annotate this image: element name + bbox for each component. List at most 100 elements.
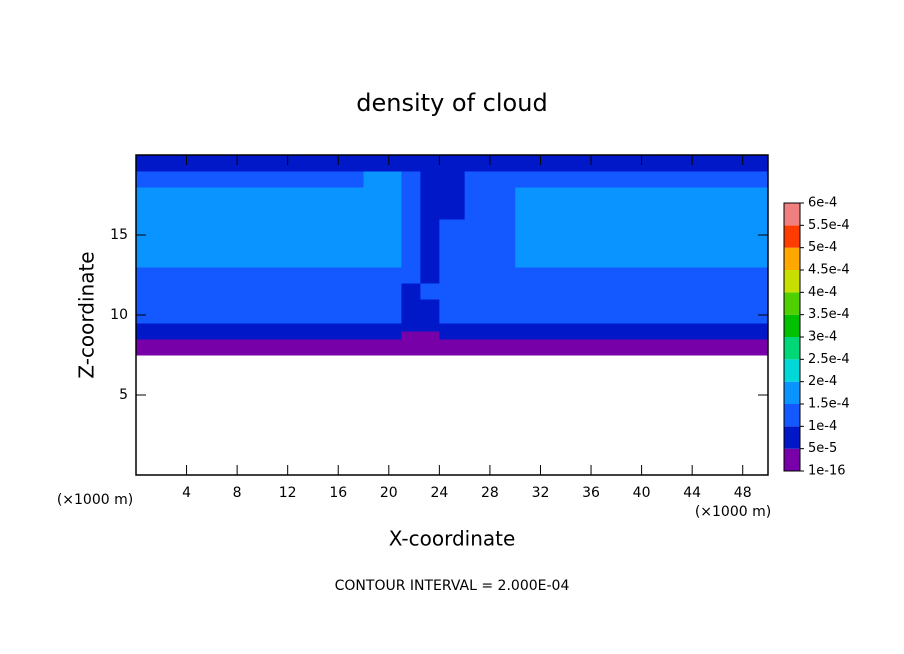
contour-cell xyxy=(704,251,769,268)
colorbar-label: 4.5e-4 xyxy=(808,263,850,278)
contour-cell xyxy=(262,315,327,324)
contour-cell xyxy=(363,155,402,172)
x-tick-label: 36 xyxy=(582,485,600,501)
contour-cell xyxy=(325,339,365,356)
contour-cell xyxy=(325,283,365,300)
contour-cell xyxy=(641,187,706,220)
contour-cell xyxy=(420,251,440,268)
contour-cell xyxy=(262,339,327,356)
colorbar-band xyxy=(784,247,800,270)
colorbar-band xyxy=(784,270,800,293)
contour-cell xyxy=(641,219,706,252)
x-tick-label: 44 xyxy=(683,485,701,501)
y-tick-label: 5 xyxy=(119,387,128,403)
contour-cell xyxy=(420,267,440,284)
colorbar-label: 1e-4 xyxy=(808,419,837,434)
contour-cell xyxy=(515,315,579,324)
contour-cell xyxy=(704,323,769,332)
contour-cell xyxy=(136,251,200,268)
contour-cell xyxy=(136,155,200,172)
contour-cell xyxy=(401,315,421,324)
contour-cell xyxy=(704,315,769,324)
contour-cell xyxy=(325,315,365,324)
contour-cell xyxy=(401,283,421,300)
contour-cell xyxy=(420,315,440,324)
contour-cell xyxy=(420,331,440,340)
contour-cell xyxy=(420,155,440,172)
contour-cell xyxy=(578,283,643,300)
contour-cell xyxy=(420,219,440,252)
contour-cell xyxy=(325,171,365,188)
colorbar-band xyxy=(784,359,800,382)
contour-cell xyxy=(199,219,263,252)
contour-cell xyxy=(136,299,200,316)
x-unit: (×1000 m) xyxy=(695,504,771,520)
contour-cell xyxy=(578,331,643,340)
colorbar-label: 1.5e-4 xyxy=(808,397,850,412)
contour-cell xyxy=(262,323,327,332)
contour-cell xyxy=(401,339,421,356)
contour-cell xyxy=(136,187,200,220)
x-tick-label: 8 xyxy=(233,485,242,501)
contour-cell xyxy=(578,267,643,284)
contour-cell xyxy=(439,251,466,268)
contour-cell xyxy=(641,283,706,300)
contour-cell xyxy=(262,331,327,340)
x-tick-label: 28 xyxy=(481,485,499,501)
y-axis-label: Z-coordinate xyxy=(75,251,99,378)
contour-cell xyxy=(704,267,769,284)
contour-cell xyxy=(641,171,706,188)
contour-cell xyxy=(136,283,200,300)
contour-cell xyxy=(515,339,579,356)
contour-cell xyxy=(464,283,516,300)
contour-cell xyxy=(439,171,466,188)
contour-cell xyxy=(262,299,327,316)
contour-cell xyxy=(439,187,466,220)
colorbar-band xyxy=(784,203,800,226)
contour-cell xyxy=(136,315,200,324)
contour-cell xyxy=(515,219,579,252)
contour-cell xyxy=(325,299,365,316)
colorbar-label: 5e-4 xyxy=(808,240,837,255)
x-tick-label: 20 xyxy=(380,485,398,501)
contour-cell xyxy=(439,331,466,340)
colorbar-band xyxy=(784,404,800,427)
contour-cell xyxy=(401,251,421,268)
contour-cell xyxy=(704,187,769,220)
contour-cell xyxy=(363,251,402,268)
contour-cell xyxy=(325,155,365,172)
contour-cell xyxy=(439,339,466,356)
contour-cell xyxy=(515,187,579,220)
contour-cell xyxy=(262,171,327,188)
contour-cell xyxy=(420,187,440,220)
colorbar-label: 3e-4 xyxy=(808,330,837,345)
colorbar-label: 1e-16 xyxy=(808,464,846,479)
contour-cell xyxy=(439,155,466,172)
contour-cell xyxy=(578,219,643,252)
contour-cell xyxy=(515,331,579,340)
contour-cell xyxy=(363,339,402,356)
contour-cell xyxy=(704,339,769,356)
contour-cell xyxy=(515,251,579,268)
y-unit: (×1000 m) xyxy=(57,492,133,508)
x-tick-label: 40 xyxy=(633,485,651,501)
contour-cell xyxy=(704,155,769,172)
contour-cell xyxy=(439,299,466,316)
contour-cell xyxy=(704,331,769,340)
y-tick-label: 15 xyxy=(110,227,128,243)
x-tick-label: 4 xyxy=(182,485,191,501)
colorbar-label: 6e-4 xyxy=(808,196,837,211)
contour-cell xyxy=(325,187,365,220)
contour-cell xyxy=(262,155,327,172)
contour-cell xyxy=(262,283,327,300)
colorbar-band xyxy=(784,314,800,337)
colorbar-band xyxy=(784,426,800,449)
contour-cell xyxy=(464,331,516,340)
contour-cell xyxy=(420,171,440,188)
x-tick-label: 48 xyxy=(734,485,752,501)
contour-cell xyxy=(325,219,365,252)
contour-cell xyxy=(464,323,516,332)
contour-cell xyxy=(578,187,643,220)
contour-cell xyxy=(578,315,643,324)
